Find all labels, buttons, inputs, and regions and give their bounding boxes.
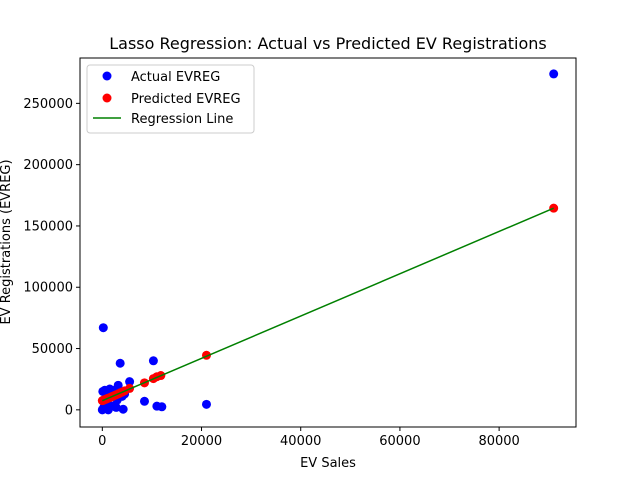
actual-point-3 [157, 402, 167, 412]
chart-title: Lasso Regression: Actual vs Predicted EV… [109, 34, 547, 53]
actual-point-29 [98, 404, 108, 414]
actual-point-4 [148, 356, 158, 366]
legend-actual-label: Actual EVREG [131, 70, 220, 85]
x-axis-ticks: 0 20000 40000 60000 80000 [98, 427, 520, 449]
legend-predicted-label: Predicted EVREG [131, 92, 241, 107]
y-axis-label: EV Registrations (EVREG) [0, 159, 14, 324]
actual-point-5 [139, 396, 149, 406]
y-axis-ticks: 0 50000 100000 150000 200000 250000 [23, 97, 80, 418]
y-tick-label-3: 150000 [23, 219, 73, 234]
x-tick-label-4: 80000 [478, 434, 519, 449]
actual-point-17 [98, 386, 108, 396]
regression-line [102, 207, 554, 402]
legend: Actual EVREG Predicted EVREG Regression … [86, 64, 255, 134]
x-tick-label-3: 60000 [379, 434, 420, 449]
y-tick-label-2: 100000 [23, 281, 73, 296]
legend-actual-marker [102, 71, 112, 81]
legend-regression-label: Regression Line [131, 112, 233, 127]
x-tick-label-1: 20000 [181, 434, 222, 449]
plot-marks [97, 69, 559, 415]
actual-point-1 [201, 399, 211, 409]
actual-point-8 [98, 323, 108, 333]
actual-point-6 [118, 404, 128, 414]
legend-predicted-marker [102, 93, 112, 103]
actual-point-23 [111, 402, 121, 412]
x-tick-label-2: 40000 [280, 434, 321, 449]
x-tick-label-0: 0 [98, 434, 106, 449]
actual-point-7 [115, 358, 125, 368]
plot-area-frame [79, 57, 577, 428]
y-tick-label-1: 50000 [32, 342, 73, 357]
y-tick-label-5: 250000 [23, 97, 73, 112]
actual-point-0 [549, 69, 559, 79]
actual-point-9 [125, 377, 135, 387]
x-axis-label: EV Sales [300, 456, 356, 471]
y-tick-label-4: 200000 [23, 158, 73, 173]
legend-box [86, 64, 255, 134]
y-tick-label-0: 0 [65, 403, 73, 418]
